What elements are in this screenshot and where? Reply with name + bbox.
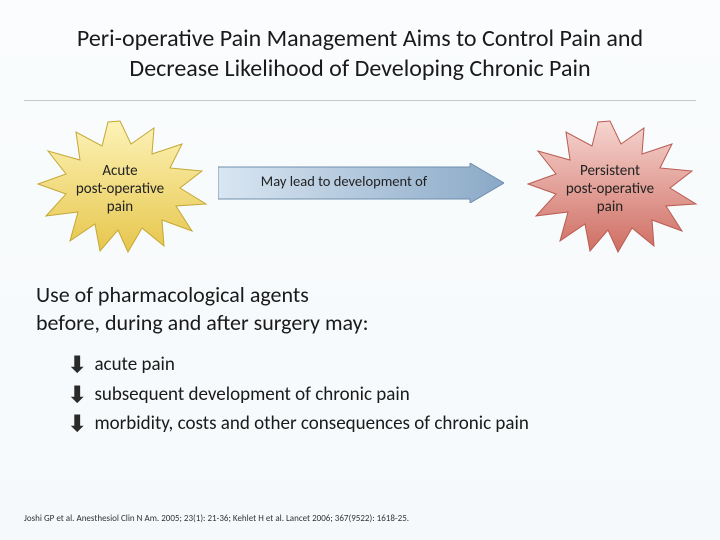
- body-text: Use of pharmacological agents before, du…: [36, 281, 684, 336]
- flow-diagram: Acutepost-operativepain May lead to deve…: [0, 111, 720, 271]
- list-item: ⬇ acute pain: [68, 350, 684, 380]
- down-arrow-icon: ⬇: [68, 380, 86, 410]
- acute-pain-label: Acutepost-operativepain: [30, 162, 210, 216]
- persistent-pain-label: Persistentpost-operativepain: [520, 162, 700, 216]
- down-arrow-icon: ⬇: [68, 409, 86, 439]
- flow-arrow: May lead to development of: [218, 163, 504, 203]
- citation: Joshi GP et al. Anesthesiol Clin N Am. 2…: [24, 513, 409, 524]
- bullet-text: morbidity, costs and other consequences …: [94, 409, 528, 438]
- bullet-text: subsequent development of chronic pain: [94, 380, 409, 409]
- arrow-label: May lead to development of: [218, 172, 470, 190]
- list-item: ⬇ subsequent development of chronic pain: [68, 380, 684, 410]
- acute-pain-starburst: Acutepost-operativepain: [30, 116, 210, 256]
- title-divider: [24, 100, 696, 101]
- bullet-list: ⬇ acute pain ⬇ subsequent development of…: [68, 350, 684, 439]
- list-item: ⬇ morbidity, costs and other consequence…: [68, 409, 684, 439]
- down-arrow-icon: ⬇: [68, 350, 86, 380]
- bullet-text: acute pain: [94, 350, 174, 379]
- persistent-pain-starburst: Persistentpost-operativepain: [520, 116, 700, 256]
- page-title: Peri-operative Pain Management Aims to C…: [0, 0, 720, 96]
